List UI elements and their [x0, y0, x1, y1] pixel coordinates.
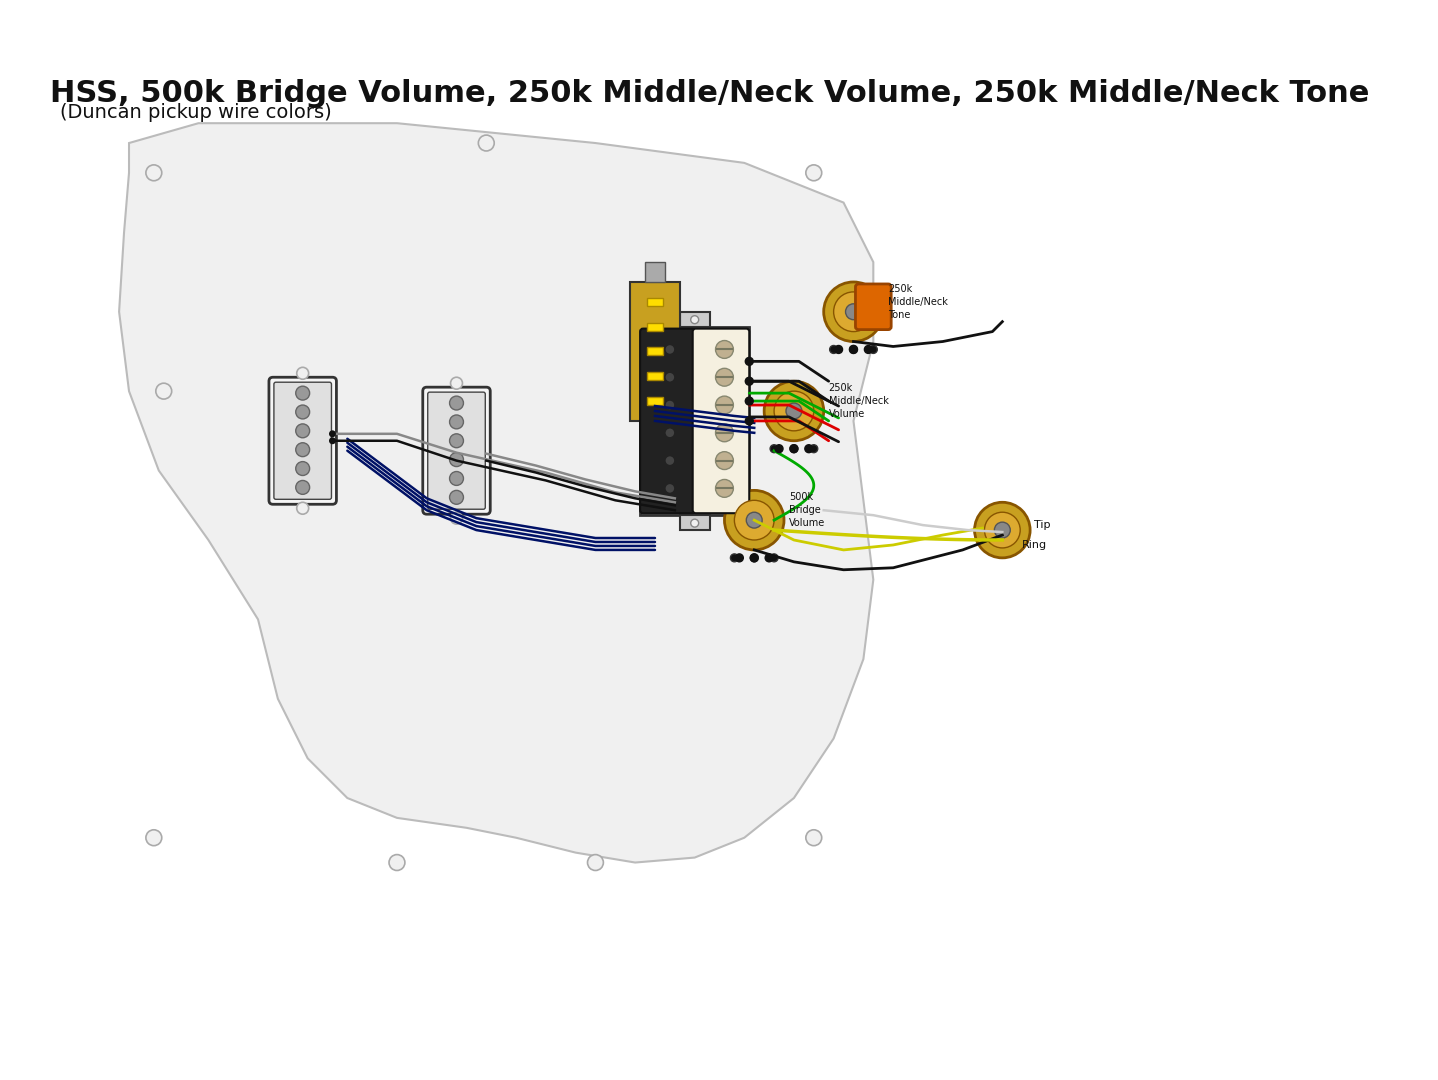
Circle shape — [751, 554, 758, 562]
Circle shape — [716, 340, 733, 359]
Circle shape — [450, 434, 463, 448]
Circle shape — [296, 405, 309, 419]
Circle shape — [390, 854, 406, 870]
Circle shape — [450, 490, 463, 504]
Bar — [630, 282, 680, 421]
Circle shape — [805, 165, 821, 180]
Circle shape — [450, 472, 463, 485]
Circle shape — [764, 381, 824, 441]
Circle shape — [296, 367, 309, 379]
Circle shape — [850, 346, 857, 353]
Circle shape — [329, 437, 336, 444]
Circle shape — [145, 829, 161, 846]
Bar — [646, 262, 664, 282]
Circle shape — [985, 512, 1020, 548]
FancyBboxPatch shape — [269, 377, 336, 504]
Circle shape — [746, 512, 762, 528]
Circle shape — [834, 346, 843, 353]
Bar — [647, 298, 663, 306]
FancyBboxPatch shape — [856, 284, 892, 329]
Circle shape — [690, 315, 699, 324]
Circle shape — [975, 502, 1030, 558]
Circle shape — [771, 554, 778, 562]
Bar — [647, 323, 663, 330]
Text: 500k
Bridge
Volume: 500k Bridge Volume — [789, 492, 825, 528]
Circle shape — [664, 400, 674, 410]
Circle shape — [664, 428, 674, 437]
Text: 250k
Middle/Neck
Tone: 250k Middle/Neck Tone — [889, 284, 948, 320]
Circle shape — [716, 396, 733, 414]
Circle shape — [725, 490, 784, 550]
Circle shape — [850, 346, 857, 353]
Circle shape — [664, 456, 674, 465]
Circle shape — [155, 383, 171, 400]
FancyBboxPatch shape — [640, 326, 749, 515]
Circle shape — [450, 453, 463, 467]
Circle shape — [479, 135, 495, 151]
Circle shape — [735, 554, 743, 562]
Circle shape — [810, 445, 818, 453]
FancyBboxPatch shape — [693, 328, 749, 513]
Text: 250k
Middle/Neck
Volume: 250k Middle/Neck Volume — [828, 383, 889, 419]
Circle shape — [824, 282, 883, 341]
Circle shape — [450, 396, 463, 410]
Circle shape — [588, 854, 604, 870]
Circle shape — [805, 829, 821, 846]
Circle shape — [450, 377, 463, 389]
Circle shape — [830, 346, 837, 353]
Bar — [647, 373, 663, 380]
Circle shape — [745, 377, 754, 386]
Circle shape — [789, 445, 798, 453]
Circle shape — [664, 373, 674, 382]
FancyBboxPatch shape — [640, 328, 696, 513]
FancyBboxPatch shape — [273, 382, 332, 499]
Circle shape — [296, 461, 309, 475]
Bar — [680, 312, 709, 326]
Circle shape — [450, 415, 463, 429]
Circle shape — [846, 303, 861, 320]
Circle shape — [745, 417, 754, 424]
Circle shape — [864, 346, 873, 353]
Circle shape — [751, 554, 758, 562]
Circle shape — [789, 445, 798, 453]
FancyBboxPatch shape — [423, 387, 490, 514]
Circle shape — [731, 554, 738, 562]
Circle shape — [787, 403, 802, 419]
Bar — [647, 348, 663, 355]
Circle shape — [775, 445, 784, 453]
Circle shape — [145, 165, 161, 180]
Circle shape — [664, 345, 674, 354]
Circle shape — [771, 445, 778, 453]
Circle shape — [745, 357, 754, 365]
Circle shape — [296, 443, 309, 457]
PathPatch shape — [119, 123, 873, 863]
Circle shape — [450, 512, 463, 524]
Circle shape — [745, 397, 754, 405]
Circle shape — [716, 480, 733, 497]
Circle shape — [716, 423, 733, 442]
Circle shape — [765, 554, 774, 562]
Text: (Duncan pickup wire colors): (Duncan pickup wire colors) — [59, 104, 331, 122]
Text: HSS, 500k Bridge Volume, 250k Middle/Neck Volume, 250k Middle/Neck Tone: HSS, 500k Bridge Volume, 250k Middle/Nec… — [50, 79, 1369, 108]
Circle shape — [296, 481, 309, 495]
Circle shape — [716, 451, 733, 470]
Circle shape — [296, 502, 309, 514]
Circle shape — [329, 430, 336, 437]
Circle shape — [805, 445, 812, 453]
Circle shape — [716, 368, 733, 387]
FancyBboxPatch shape — [427, 392, 485, 510]
Text: Tip: Tip — [1034, 521, 1051, 530]
Text: Ring: Ring — [1022, 540, 1047, 550]
Circle shape — [735, 500, 774, 540]
Bar — [680, 515, 709, 530]
Circle shape — [834, 292, 873, 332]
Circle shape — [296, 423, 309, 437]
Circle shape — [690, 519, 699, 527]
Circle shape — [995, 522, 1011, 538]
Circle shape — [774, 391, 814, 431]
Circle shape — [870, 346, 877, 353]
Circle shape — [296, 387, 309, 400]
Bar — [647, 397, 663, 405]
Circle shape — [664, 484, 674, 494]
